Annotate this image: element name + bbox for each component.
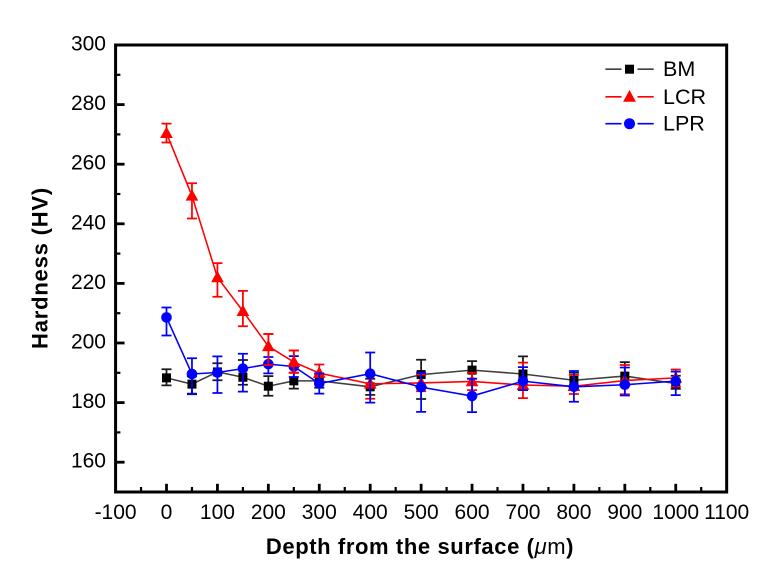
- svg-text:160: 160: [71, 450, 106, 473]
- svg-text:-100: -100: [95, 501, 137, 524]
- svg-text:LCR: LCR: [663, 85, 706, 109]
- svg-text:200: 200: [251, 501, 286, 524]
- svg-text:LPR: LPR: [663, 112, 705, 136]
- svg-text:BM: BM: [663, 57, 695, 81]
- svg-text:800: 800: [556, 501, 591, 524]
- svg-text:600: 600: [455, 501, 490, 524]
- svg-text:900: 900: [607, 501, 642, 524]
- svg-text:180: 180: [71, 390, 106, 413]
- svg-text:220: 220: [71, 271, 106, 294]
- svg-text:240: 240: [71, 211, 106, 234]
- svg-text:1000: 1000: [652, 501, 699, 524]
- svg-text:Hardness (HV): Hardness (HV): [28, 187, 53, 349]
- svg-text:300: 300: [302, 501, 337, 524]
- svg-text:400: 400: [353, 501, 388, 524]
- svg-text:1100: 1100: [704, 501, 749, 524]
- svg-text:280: 280: [71, 92, 106, 115]
- svg-text:0: 0: [161, 501, 173, 524]
- svg-text:260: 260: [71, 152, 106, 175]
- svg-text:Depth from the surface (μm): Depth from the surface (μm): [266, 534, 574, 559]
- svg-text:700: 700: [505, 501, 540, 524]
- svg-text:300: 300: [71, 33, 106, 56]
- svg-text:500: 500: [404, 501, 439, 524]
- svg-text:100: 100: [200, 501, 235, 524]
- svg-text:200: 200: [71, 331, 106, 354]
